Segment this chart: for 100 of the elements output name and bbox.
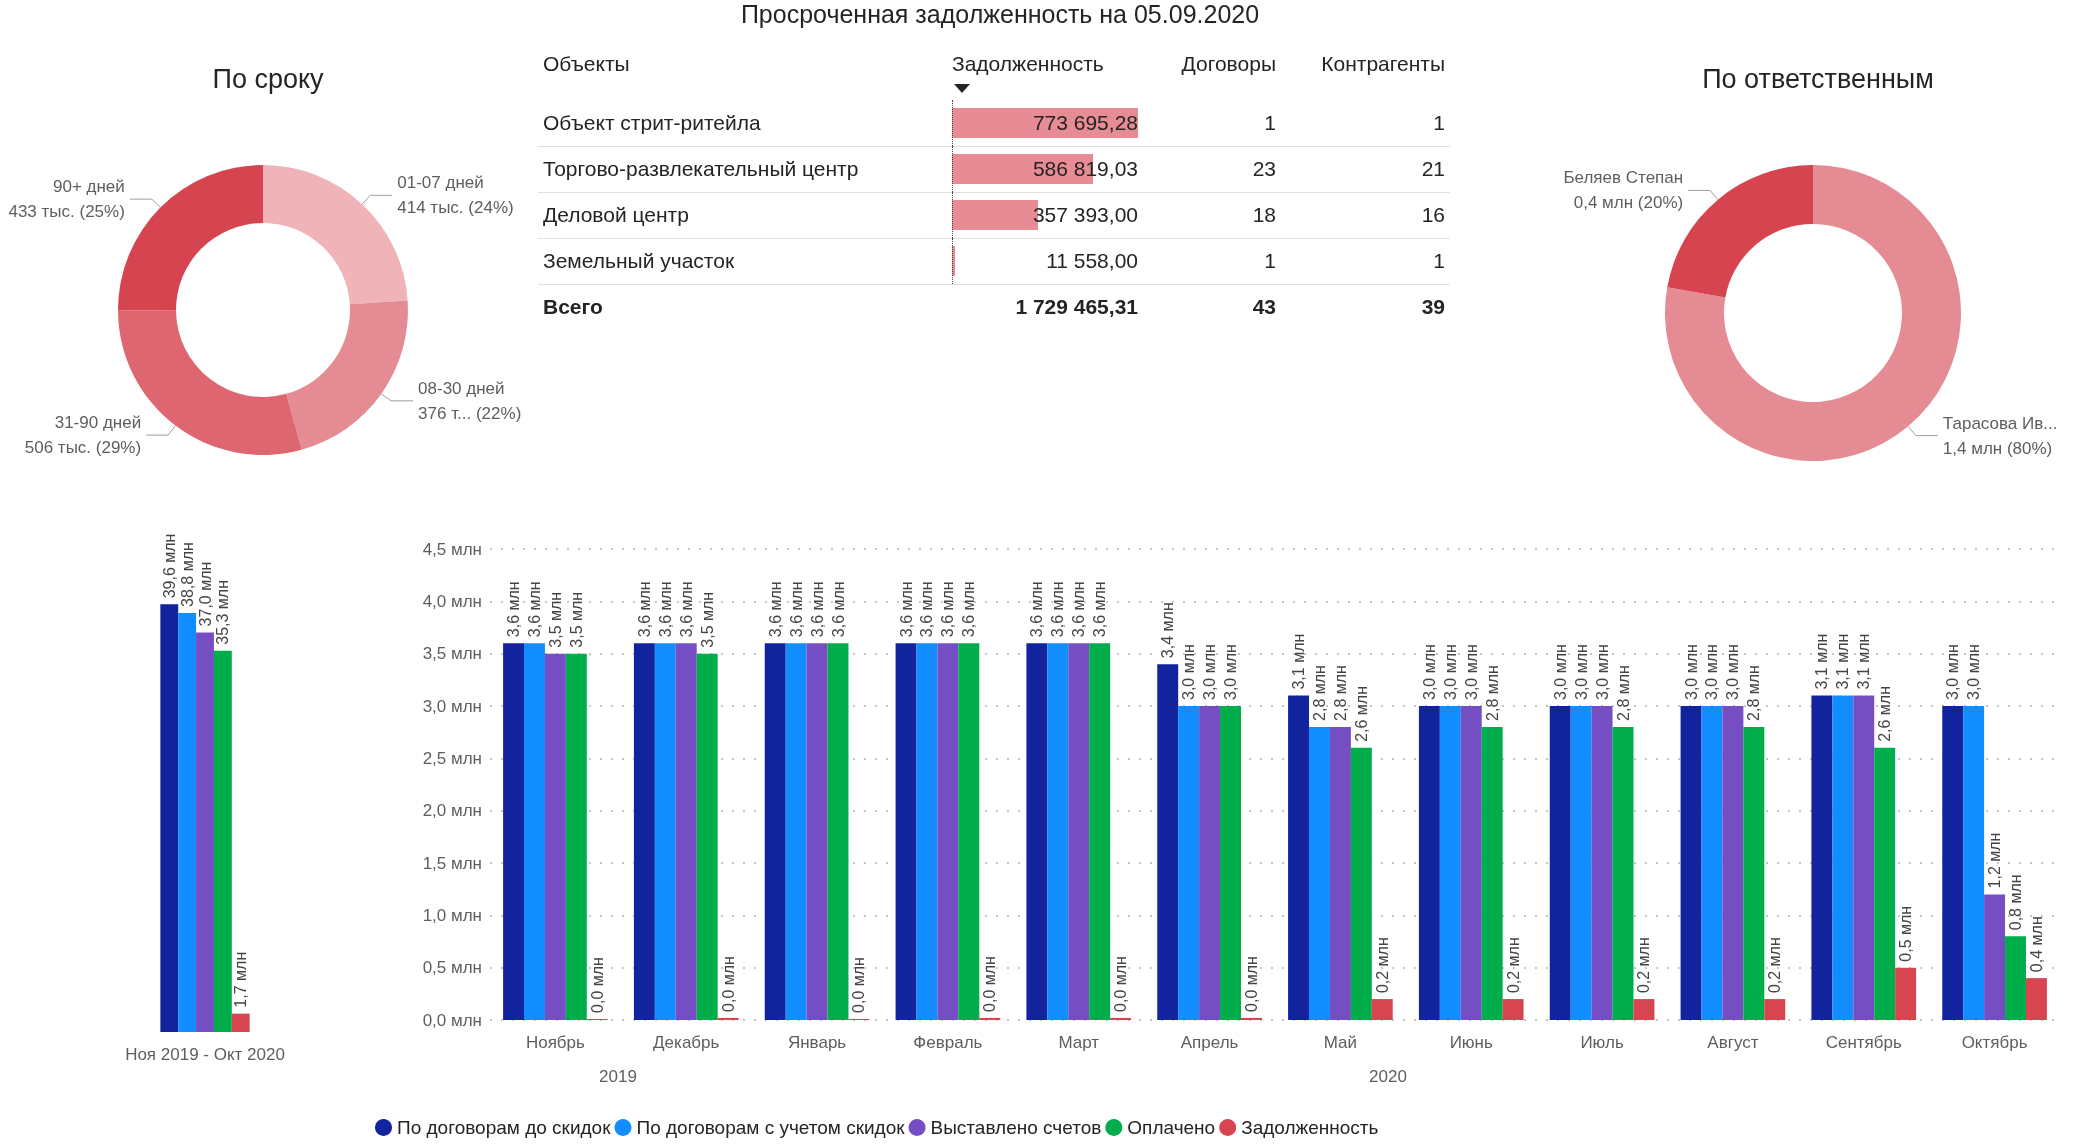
data-label: 506 тыс. (29%) <box>24 438 142 458</box>
data-label: 37,0 млн <box>196 561 214 627</box>
bar <box>1157 664 1179 1020</box>
y-tick-label: 0,5 млн <box>422 958 482 978</box>
bar <box>1633 999 1655 1020</box>
bar <box>1047 643 1069 1020</box>
category-label: Деловой центр <box>543 202 690 228</box>
bar <box>544 653 566 1020</box>
slice-label: 90+ дней <box>53 177 125 197</box>
bar <box>1722 706 1744 1020</box>
data-label: 16 <box>1420 202 1445 228</box>
data-label: 433 тыс. (25%) <box>8 202 125 222</box>
text: Контрагенты <box>1320 51 1445 77</box>
x-tick-label: Январь <box>787 1033 847 1052</box>
y-tick-label: 0,0 млн <box>422 1010 482 1030</box>
x-tick-label: Июнь <box>1449 1033 1493 1052</box>
y-tick-label: 1,5 млн <box>422 853 482 873</box>
bar <box>565 653 587 1020</box>
data-label: 2,6 млн <box>1352 686 1370 742</box>
bar <box>524 643 545 1020</box>
data-label: 38,8 млн <box>178 542 196 607</box>
bar <box>1874 747 1896 1020</box>
data-label: 1,7 млн <box>232 951 250 1008</box>
data-label: 3,6 млн <box>635 581 653 638</box>
bar <box>717 1017 739 1020</box>
data-label: 21 <box>1420 156 1445 182</box>
x-tick-label: Май <box>1323 1033 1358 1052</box>
data-label: 3,6 млн <box>1028 581 1046 638</box>
bar <box>1811 695 1833 1020</box>
y-tick-label: 4,5 млн <box>422 539 482 559</box>
bar <box>1764 999 1786 1020</box>
data-label: 3,0 млн <box>1420 644 1438 700</box>
y-tick-label: 1,0 млн <box>422 905 482 925</box>
bar <box>178 612 197 1032</box>
legend-label: Задолженность <box>1241 1117 1379 1138</box>
slice-label: 01-07 дней <box>397 173 484 193</box>
data-label: 3,6 млн <box>525 581 543 638</box>
bar <box>1288 695 1310 1020</box>
data-label: 0,0 млн <box>850 957 868 1013</box>
text: 1 729 465,31 <box>1014 294 1138 320</box>
bar <box>1068 643 1090 1020</box>
data-label: 1 <box>1263 110 1276 136</box>
bar <box>1942 706 1964 1020</box>
data-label: 3,0 млн <box>1724 644 1742 700</box>
data-label: 3,0 млн <box>1572 644 1590 700</box>
data-label: 1 <box>1432 248 1445 274</box>
data-label: 3,0 млн <box>1703 644 1721 700</box>
series-label: Задолженность <box>952 51 1105 77</box>
bar <box>895 643 917 1020</box>
data-label: 3,4 млн <box>1159 602 1177 659</box>
slice-label: Беляев Степан <box>1563 168 1684 188</box>
bar <box>1832 695 1854 1020</box>
data-label: 2,6 млн <box>1876 686 1894 742</box>
bar <box>1591 706 1613 1020</box>
data-label: 2,8 млн <box>1614 665 1632 721</box>
legend-label: Выставлено счетов <box>930 1117 1102 1138</box>
bar <box>1502 999 1524 1020</box>
data-label: 3,1 млн <box>1855 633 1873 690</box>
x-tick-label: Декабрь <box>653 1033 720 1052</box>
bar <box>916 643 938 1020</box>
data-label: 3,6 млн <box>897 581 915 638</box>
category-label: Торгово-развлекательный центр <box>543 156 860 182</box>
text: 2019 <box>599 1067 637 1086</box>
data-label: 3,0 млн <box>1222 644 1240 700</box>
chart-title: По сроку <box>212 63 325 94</box>
chart-title: По ответственным <box>1702 63 1934 94</box>
x-tick-label: Март <box>1058 1033 1100 1052</box>
bar <box>1371 999 1393 1020</box>
bar <box>1963 706 1985 1020</box>
data-label: 3,1 млн <box>1290 633 1308 690</box>
bar <box>1895 967 1917 1020</box>
data-label: 3,6 млн <box>939 581 957 638</box>
data-label: 3,6 млн <box>677 581 695 638</box>
bar <box>1178 706 1200 1020</box>
bar <box>160 604 179 1032</box>
data-label: 1,4 млн (80%) <box>1942 438 2053 458</box>
x-tick-label: Июль <box>1580 1033 1624 1052</box>
data-label: 3,6 млн <box>656 581 674 638</box>
bar <box>2025 978 2047 1020</box>
bar <box>503 643 525 1020</box>
data-label: 2,8 млн <box>1331 665 1349 721</box>
y-tick-label: 2,5 млн <box>422 748 482 768</box>
data-label: 3,1 млн <box>1813 633 1831 690</box>
bar <box>1853 695 1875 1020</box>
bar <box>979 1017 1001 1020</box>
bar <box>1701 706 1723 1020</box>
data-label: 0,0 млн <box>1242 956 1260 1012</box>
data-label: 773 695,28 <box>1031 110 1138 136</box>
data-label: 3,6 млн <box>787 581 805 638</box>
bar <box>806 643 828 1020</box>
bar <box>1680 706 1702 1020</box>
data-label: 2,8 млн <box>1483 665 1501 721</box>
bar <box>1329 726 1351 1020</box>
bar <box>785 643 807 1020</box>
category-label: Объект стрит-ритейла <box>543 110 762 136</box>
data-label: 3,0 млн <box>1551 644 1569 700</box>
data-label: 0,2 млн <box>1373 937 1391 994</box>
slice-label: 31-90 дней <box>54 413 142 433</box>
data-label: 414 тыс. (24%) <box>397 198 514 218</box>
x-tick-label: Апрель <box>1180 1033 1239 1052</box>
